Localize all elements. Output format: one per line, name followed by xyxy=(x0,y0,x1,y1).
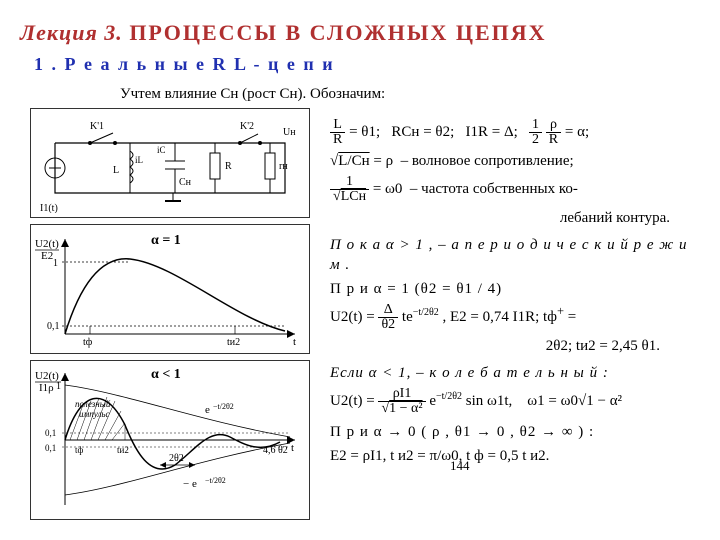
graph-alpha-1: α = 1 U2(t) E2 t 1 0,1 tф tи2 xyxy=(30,224,310,354)
intro-text: Учтем влияние Cн (рост Cн). Обозначим: xyxy=(120,86,385,103)
definitions-line3b: лебаний контура. xyxy=(330,208,700,228)
svg-text:4,6 θ2: 4,6 θ2 xyxy=(263,445,288,456)
svg-text:I1ρ: I1ρ xyxy=(39,382,54,394)
u2eq2-w1: ω1 = ω0√1 − α² xyxy=(527,393,622,409)
def-rho-desc: – волновое сопротивление; xyxy=(401,153,574,169)
page-title: Лекция 3. ПРОЦЕССЫ В СЛОЖНЫХ ЦЕПЯХ xyxy=(20,20,700,46)
definitions-line2: √L/Cн = ρ – волновое сопротивление; xyxy=(330,151,700,171)
svg-text:− e: − e xyxy=(183,478,197,490)
u2-equation-1b: 2θ2; tи2 = 2,45 θ1. xyxy=(330,336,700,356)
def-theta1: = θ1; xyxy=(349,124,380,140)
text-column: LR = θ1; RCн = θ2; I1R = Δ; 12 ρR = α; √… xyxy=(330,118,700,470)
u2eq1-lhs: U2(t) = xyxy=(330,309,375,325)
u2eq2-lhs: U2(t) = xyxy=(330,393,375,409)
regime-limit: П р и α → 0 ( ρ , θ1 → 0 , θ2 → ∞ ) : xyxy=(330,422,700,442)
definitions-line3: 1√LCн = ω0 – частота собственных ко- xyxy=(330,175,700,204)
svg-text:t: t xyxy=(291,442,294,454)
svg-text:полезный: полезный xyxy=(75,399,111,409)
svg-text:e: e xyxy=(205,404,210,416)
svg-text:0,1: 0,1 xyxy=(45,428,56,438)
svg-text:0,1: 0,1 xyxy=(47,321,60,332)
regime-aperiodic: П о к а α > 1 , – а п е р и о д и ч е с … xyxy=(330,235,700,276)
circuit-figure: I1(t) K'1 L iL iC Cн R K'2 xyxy=(30,108,310,218)
svg-text:импульс: импульс xyxy=(79,409,110,419)
svg-text:t: t xyxy=(293,336,296,348)
u2eq1-eq: = xyxy=(568,309,576,325)
u2eq2-exp: −t/2θ2 xyxy=(436,391,462,402)
svg-text:1: 1 xyxy=(53,258,58,269)
def-theta2: RCн = θ2; xyxy=(391,124,454,140)
regime-alpha1: П р и α = 1 (θ2 = θ1 / 4) xyxy=(330,279,700,299)
svg-text:L: L xyxy=(113,165,119,176)
svg-text:K'2: K'2 xyxy=(240,121,254,132)
graph2-svg: U2(t) I1ρ e−t/2θ2 − e−t/2θ2 полезный имп… xyxy=(35,365,305,515)
svg-text:I1(t): I1(t) xyxy=(40,203,58,213)
svg-text:rн: rн xyxy=(279,161,288,172)
title-main: ПРОЦЕССЫ В СЛОЖНЫХ ЦЕПЯХ xyxy=(129,20,546,45)
final-line: E2 = ρI1, t и2 = π/ω0, t ф = 0,5 t и2. xyxy=(330,446,700,466)
svg-text:Cн: Cн xyxy=(179,177,192,188)
def-w0-desc2: лебаний контура. xyxy=(560,210,670,226)
regime-oscillatory: Если α < 1, – к о л е б а т е л ь н ы й … xyxy=(330,363,700,383)
svg-text:tф: tф xyxy=(75,445,84,455)
svg-text:−t/2θ2: −t/2θ2 xyxy=(213,402,234,411)
svg-text:K'1: K'1 xyxy=(90,121,104,132)
lecture-prefix: Лекция 3. xyxy=(20,20,123,45)
u2-equation-2: U2(t) = ρI1√1 − α² e−t/2θ2 sin ω1t, ω1 =… xyxy=(330,387,700,416)
alpha-lt1-label: α < 1 xyxy=(151,367,181,383)
page-number: 144 xyxy=(450,457,470,475)
u2eq1-tail-a: , E2 = 0,74 I1R; tф xyxy=(443,309,557,325)
svg-text:2θ2: 2θ2 xyxy=(169,453,184,464)
final-eq: E2 = ρI1, t и2 = π/ω0, t ф = 0,5 t и2. xyxy=(330,448,549,464)
u2eq1-plus: + xyxy=(557,304,564,318)
svg-text:0,1: 0,1 xyxy=(45,443,56,453)
def-alpha: = α; xyxy=(565,124,589,140)
definitions-line1: LR = θ1; RCн = θ2; I1R = Δ; 12 ρR = α; xyxy=(330,118,700,147)
svg-text:iC: iC xyxy=(157,145,166,155)
svg-text:U2(t): U2(t) xyxy=(35,238,59,250)
svg-text:tи2: tи2 xyxy=(117,445,129,455)
svg-text:tф: tф xyxy=(83,337,93,348)
section-subtitle: 1 . Р е а л ь н ы е R L - ц е п и xyxy=(34,54,335,75)
u2eq2-sin: sin ω1t, xyxy=(466,393,513,409)
svg-text:iL: iL xyxy=(135,155,143,165)
alpha1-label: α = 1 xyxy=(151,233,181,249)
svg-text:R: R xyxy=(225,161,232,172)
def-delta: I1R = Δ; xyxy=(466,124,518,140)
svg-text:−t/2θ2: −t/2θ2 xyxy=(205,476,226,485)
figures-column: I1(t) K'1 L iL iC Cн R K'2 xyxy=(30,108,310,526)
graph-alpha-lt-1: α < 1 U2(t) I1ρ e−t/2θ2 − e−t/2θ2 xyxy=(30,360,310,520)
svg-text:Uн: Uн xyxy=(283,127,296,138)
u2-equation-1: U2(t) = Δθ2 te−t/2θ2 , E2 = 0,74 I1R; tф… xyxy=(330,303,700,332)
circuit-svg: I1(t) K'1 L iL iC Cн R K'2 xyxy=(35,113,305,213)
def-w0-desc1: – частота собственных ко- xyxy=(410,181,578,197)
svg-text:E2: E2 xyxy=(41,250,53,262)
svg-text:tи2: tи2 xyxy=(227,337,240,348)
u2eq1-exp: −t/2θ2 xyxy=(413,307,439,318)
def-rho-eq: = ρ xyxy=(373,153,393,169)
svg-text:1: 1 xyxy=(56,381,61,392)
def-w0-eq: = ω0 xyxy=(373,181,403,197)
u2eq1-te: te xyxy=(402,309,413,325)
